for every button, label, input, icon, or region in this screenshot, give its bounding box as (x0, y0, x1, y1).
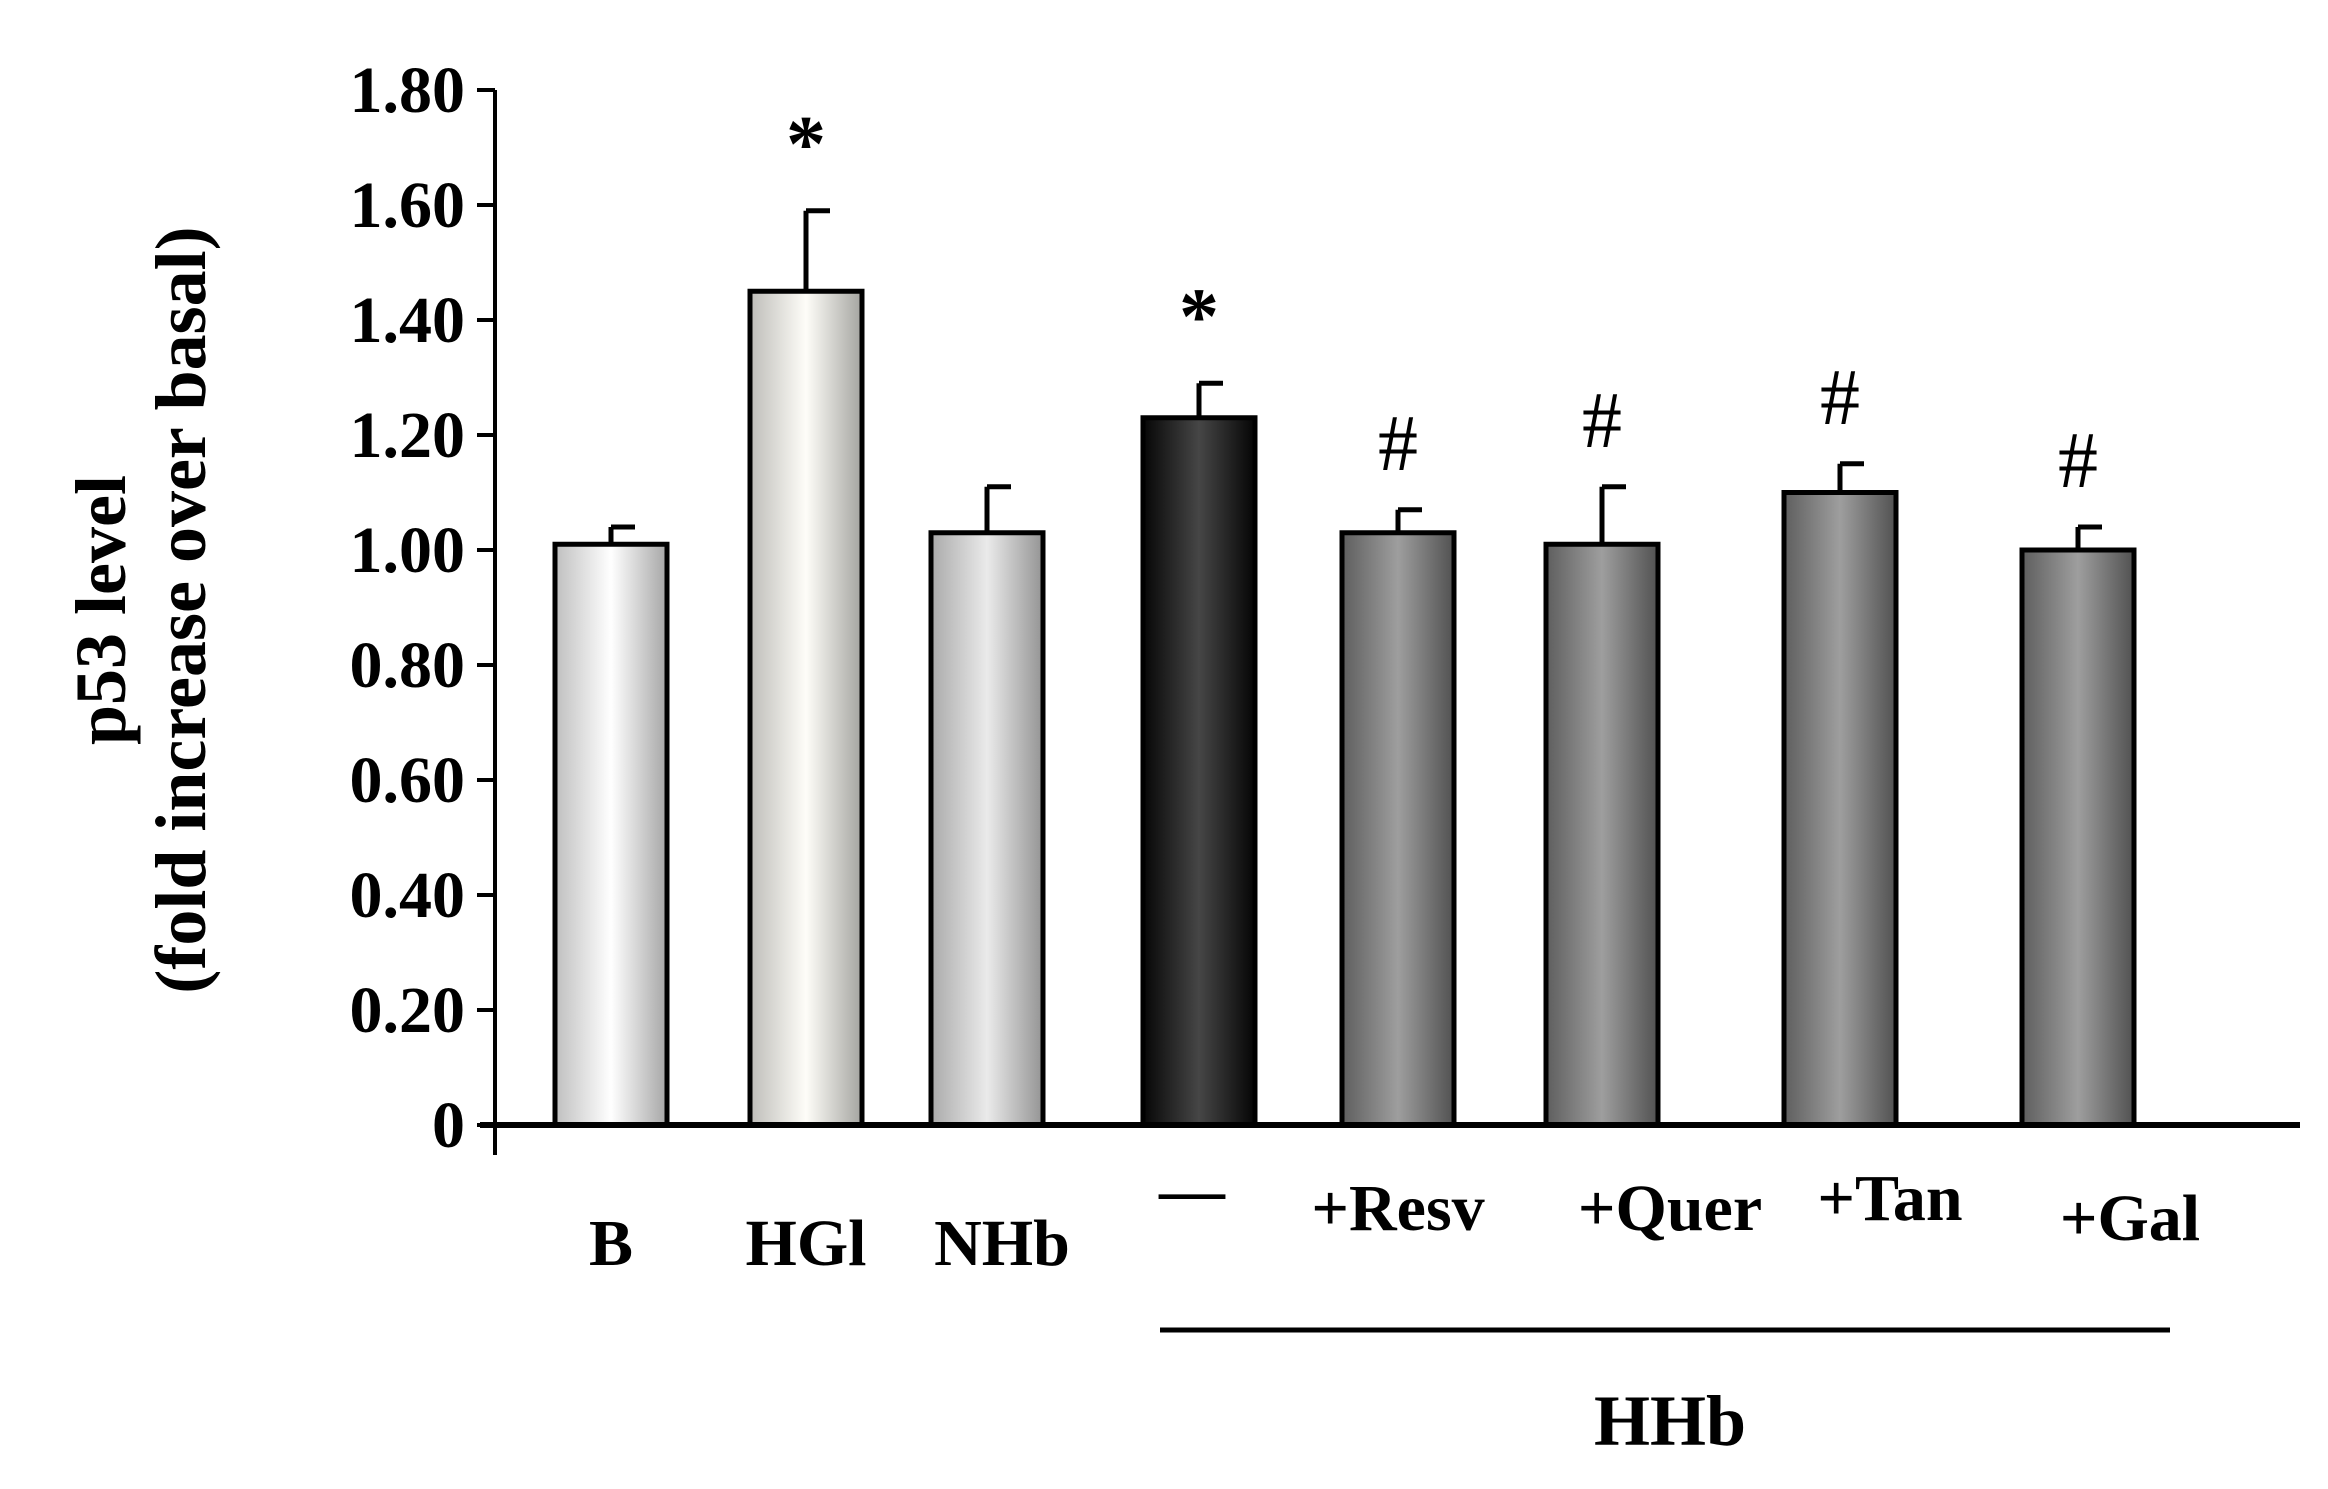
x-category-label: +Quer (1578, 1172, 1762, 1245)
x-axis-category-labels: B HGl NHb — +Resv +Quer +Tan +Gal (589, 1154, 2200, 1280)
y-axis-label-line2: (fold increase over basal) (141, 226, 221, 993)
x-category-label: NHb (934, 1207, 1070, 1280)
x-category-label: +Gal (2060, 1182, 2200, 1255)
x-category-label: +Tan (1817, 1162, 1962, 1235)
bar (552, 541, 670, 1128)
bar (1543, 541, 1661, 1128)
group-label: HHb (1594, 1381, 1746, 1461)
y-tick-label: 1.60 (350, 169, 466, 242)
y-tick-label: 0.80 (350, 629, 466, 702)
significance-marker: # (1582, 377, 1622, 465)
significance-marker: # (1378, 400, 1418, 488)
bar (928, 530, 1046, 1128)
significance-marker: * (1179, 273, 1219, 361)
x-category-label: HGl (745, 1207, 866, 1280)
y-tick-label: 0.60 (350, 744, 466, 817)
y-axis-title: p53 level (fold increase over basal) (61, 226, 221, 993)
x-category-label: +Resv (1311, 1172, 1484, 1245)
y-tick-label: 0.20 (350, 974, 466, 1047)
y-tick-label: 1.00 (350, 514, 466, 587)
y-tick-label: 0.40 (350, 859, 466, 932)
bar (2019, 547, 2137, 1128)
y-axis-ticks: 0 0.20 0.40 0.60 0.80 1.00 1.20 1.40 1.60 1.80 (350, 54, 495, 1162)
y-axis-label-line1: p53 level (61, 475, 141, 745)
bar (1140, 415, 1258, 1128)
bars: * * # # # # (552, 101, 2137, 1128)
significance-marker: # (1820, 354, 1860, 442)
x-category-label: B (589, 1207, 633, 1280)
bar (1781, 490, 1899, 1128)
y-tick-label: 1.20 (350, 399, 466, 472)
significance-marker: # (2058, 417, 2098, 505)
y-tick-label: 1.80 (350, 54, 466, 127)
x-category-label: — (1158, 1154, 1226, 1227)
y-tick-label: 0 (432, 1089, 465, 1162)
y-tick-label: 1.40 (350, 284, 466, 357)
significance-marker: * (786, 101, 826, 189)
bar (747, 288, 865, 1128)
bar (1339, 530, 1457, 1128)
